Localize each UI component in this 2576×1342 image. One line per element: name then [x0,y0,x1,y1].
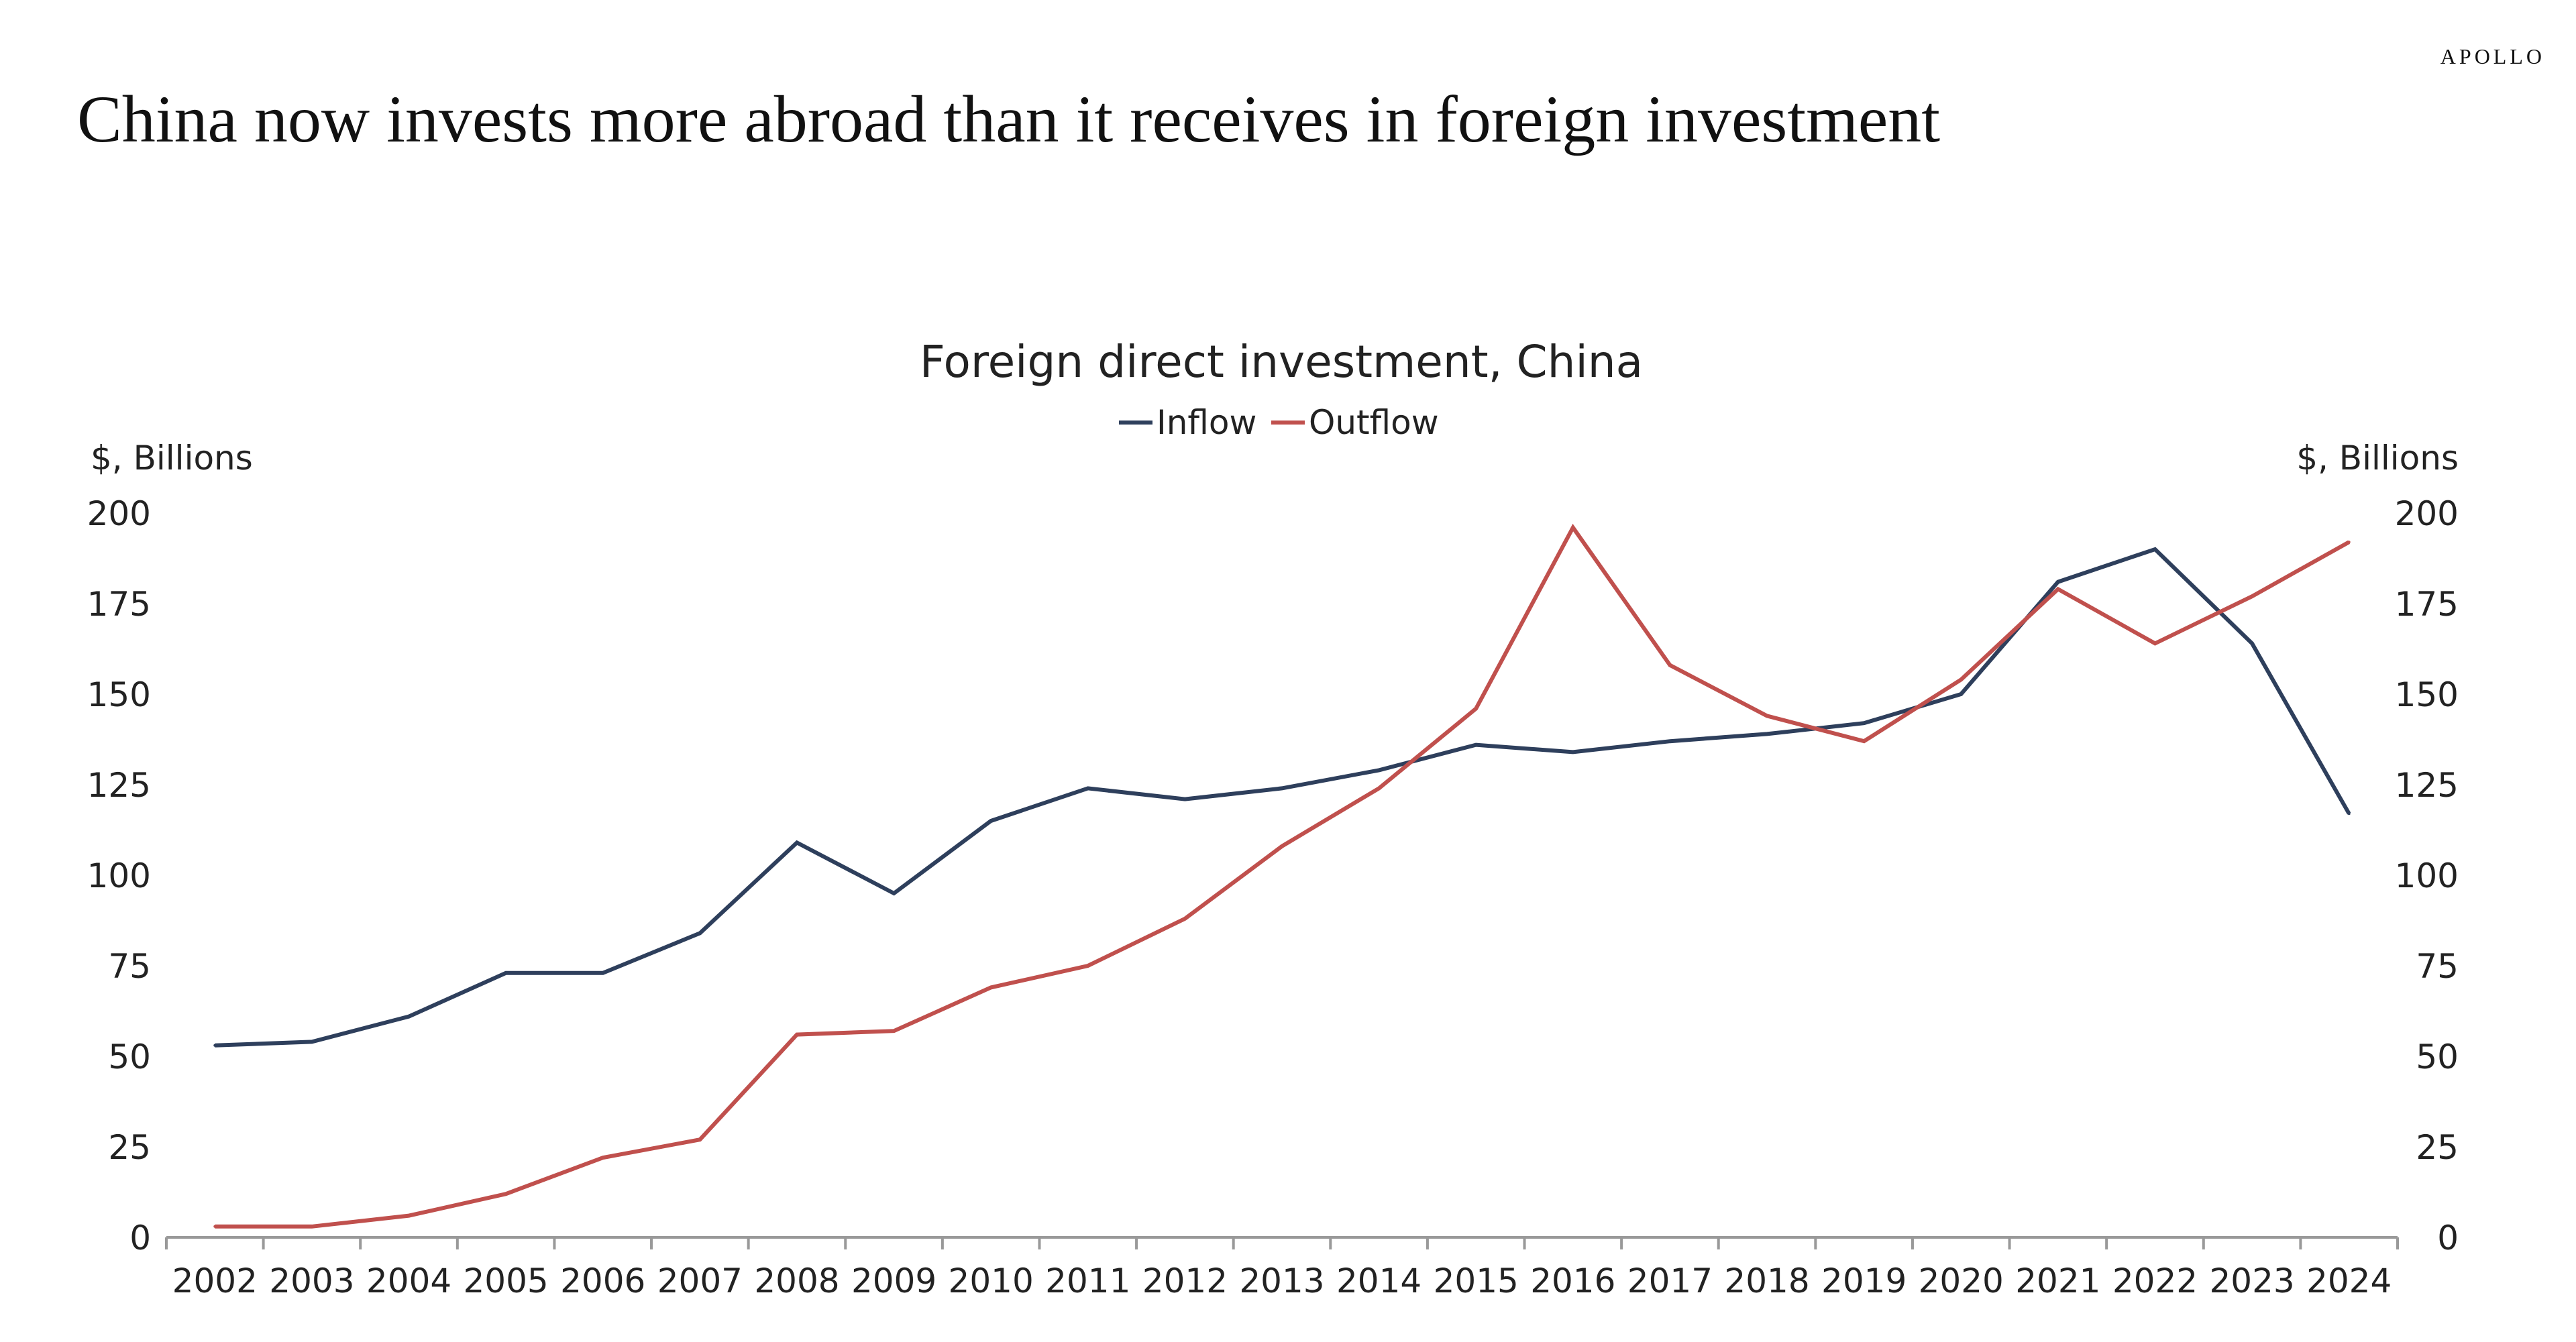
data-point-inflow [504,971,508,974]
x-tick-label: 2007 [657,1262,743,1300]
x-tick-label: 2004 [366,1262,451,1300]
y-tick-label-left: 125 [87,766,151,805]
data-point-inflow [213,1044,217,1047]
data-point-inflow [2251,642,2254,645]
data-point-outflow [989,986,993,989]
data-point-outflow [1862,740,1866,743]
data-point-outflow [1183,917,1187,920]
legend-label-inflow: Inflow [1157,403,1256,442]
y-tick-label-right: 50 [2416,1038,2459,1076]
y-tick-label-left: 0 [129,1219,151,1257]
data-point-inflow [407,1015,411,1018]
x-tick-label: 2018 [1724,1262,1809,1300]
x-tick-label: 2019 [1821,1262,1907,1300]
data-point-outflow [601,1156,604,1160]
data-point-inflow [1571,750,1574,754]
x-tick-label: 2021 [2015,1262,2100,1300]
y-tick-label-right: 75 [2416,947,2459,986]
y-axis-label-left: $, Billions [91,439,253,478]
y-tick-label-left: 25 [108,1128,151,1167]
data-point-outflow [2056,588,2059,591]
y-tick-label-right: 0 [2437,1219,2459,1257]
data-point-inflow [1474,743,1478,746]
data-point-inflow [2347,812,2351,816]
x-tick-label: 2005 [464,1262,549,1300]
data-point-outflow [1086,964,1089,967]
data-point-inflow [1086,787,1089,790]
data-point-outflow [1571,526,1574,529]
y-tick-label-left: 175 [87,585,151,624]
data-point-inflow [1766,732,1769,736]
data-point-outflow [213,1225,217,1228]
x-tick-label: 2010 [949,1262,1034,1300]
data-point-outflow [504,1192,508,1196]
data-point-outflow [1377,787,1381,790]
x-tick-label: 2022 [2112,1262,2198,1300]
data-point-outflow [698,1138,702,1141]
data-point-outflow [2153,642,2157,645]
data-point-inflow [1377,769,1381,772]
x-tick-label: 2020 [1919,1262,2004,1300]
y-tick-label-left: 200 [87,494,151,533]
data-point-inflow [1668,740,1672,743]
x-tick-label: 2003 [269,1262,354,1300]
y-tick-label-right: 200 [2395,494,2459,533]
data-point-outflow [1668,663,1672,667]
legend: Inflow Outflow [1119,403,1439,442]
x-tick-label: 2008 [754,1262,839,1300]
data-point-outflow [1281,844,1283,848]
x-tick-label: 2013 [1239,1262,1324,1300]
data-point-inflow [310,1040,313,1044]
x-tick-label: 2023 [2209,1262,2294,1300]
data-point-inflow [1183,797,1187,801]
series-line-outflow [215,523,2351,1229]
y-tick-label-right: 125 [2395,766,2459,805]
y-tick-label-left: 150 [87,675,151,714]
data-point-inflow [2056,580,2059,583]
data-point-inflow [892,892,896,895]
y-tick-label-right: 100 [2395,856,2459,895]
series-line-inflow [215,547,2351,1048]
data-point-inflow [989,820,993,822]
data-point-inflow [1281,787,1283,790]
x-tick-label: 2024 [2306,1262,2392,1300]
y-tick-label-right: 175 [2395,585,2459,624]
data-point-outflow [795,1033,798,1036]
data-point-inflow [698,932,702,935]
y-tick-label-right: 150 [2395,675,2459,714]
data-point-inflow [1960,693,1963,695]
data-point-inflow [601,971,604,974]
data-point-inflow [1862,722,1866,725]
y-tick-label-left: 75 [108,947,151,986]
data-point-outflow [1474,707,1478,710]
x-tick-label: 2012 [1142,1262,1228,1300]
x-tick-label: 2002 [172,1262,258,1300]
y-tick-label-left: 50 [108,1038,151,1076]
data-point-inflow [795,841,798,844]
data-point-outflow [407,1214,411,1217]
x-tick-label: 2017 [1627,1262,1713,1300]
data-point-outflow [310,1225,313,1228]
data-point-outflow [2347,541,2351,544]
data-point-inflow [2153,548,2157,551]
x-tick-label: 2014 [1336,1262,1421,1300]
y-axis-label-right: $, Billions [2296,439,2459,478]
data-point-outflow [1960,678,1963,681]
x-tick-label: 2006 [560,1262,645,1300]
x-tick-label: 2009 [851,1262,936,1300]
y-tick-label-right: 25 [2416,1128,2459,1167]
apollo-logo: APOLLO [2440,44,2545,68]
data-point-outflow [892,1029,896,1033]
x-tick-label: 2015 [1434,1262,1519,1300]
chart-title: Foreign direct investment, China [920,336,1643,388]
legend-label-outflow: Outflow [1309,403,1439,442]
data-point-outflow [1766,714,1769,718]
data-point-outflow [2251,595,2254,598]
page-headline: China now invests more abroad than it re… [77,82,1941,156]
y-tick-label-left: 100 [87,856,151,895]
x-tick-label: 2016 [1530,1262,1615,1300]
x-tick-label: 2011 [1045,1262,1130,1300]
